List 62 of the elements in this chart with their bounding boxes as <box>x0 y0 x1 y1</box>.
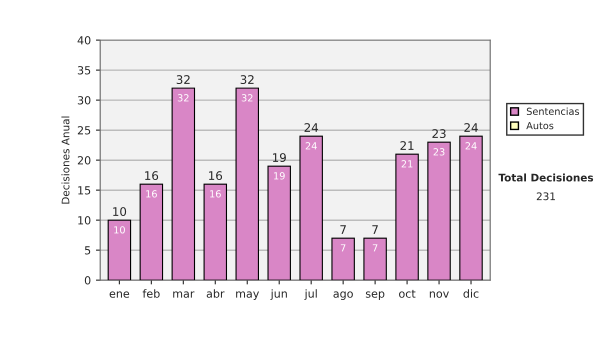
data-label: 21 <box>402 160 412 168</box>
total-label: 16 <box>145 171 158 180</box>
data-label: 16 <box>146 190 157 198</box>
x-tick-label: ago <box>333 291 353 300</box>
x-tick-label: abr <box>206 289 224 298</box>
data-label: 23 <box>434 148 444 156</box>
y-tick-label: 15 <box>78 186 90 195</box>
bar <box>363 238 387 280</box>
x-tick-label: sep <box>366 291 384 300</box>
bar <box>459 136 483 280</box>
bar <box>395 154 419 280</box>
total-label: 19 <box>273 153 286 162</box>
legend-label: Sentencias <box>526 107 580 116</box>
total-label: 24 <box>464 123 478 132</box>
data-label: 10 <box>114 226 125 234</box>
total-label: 10 <box>113 207 126 216</box>
legend-label: Autos <box>526 122 554 130</box>
total-label: 7 <box>372 225 378 234</box>
x-tick-label: nov <box>430 291 449 298</box>
y-tick-label: 0 <box>84 276 90 285</box>
data-label: 32 <box>242 94 252 102</box>
bar <box>299 136 323 280</box>
x-tick-label: jun <box>270 289 287 300</box>
total-label: 32 <box>240 75 254 84</box>
y-tick-label: 20 <box>78 156 90 165</box>
y-tick-label: 10 <box>78 216 90 225</box>
total-label: 23 <box>432 129 446 138</box>
data-label: 19 <box>274 172 285 180</box>
text: Total Decisiones <box>498 173 594 182</box>
x-tick-label: dic <box>464 289 478 298</box>
y-tick-label: 30 <box>78 96 90 105</box>
bar <box>108 220 132 280</box>
y-tick-label: 40 <box>78 36 90 44</box>
total-label: 21 <box>400 141 414 150</box>
x-tick-label: oct <box>399 290 416 298</box>
total-label: 16 <box>209 171 222 180</box>
total-label: 7 <box>340 225 346 234</box>
bar <box>331 238 355 280</box>
total-label: 24 <box>304 123 318 132</box>
data-label: 16 <box>210 190 221 198</box>
data-label: 24 <box>306 142 317 150</box>
data-label: 7 <box>340 244 346 252</box>
data-label: 7 <box>372 244 378 252</box>
y-axis-title: Decisiones Anual <box>61 116 70 204</box>
x-tick-label: may <box>236 291 260 300</box>
y-tick-label: 35 <box>78 66 90 75</box>
bar <box>172 88 196 280</box>
bar <box>236 88 259 280</box>
data-label: 24 <box>466 142 477 150</box>
bar <box>140 184 164 280</box>
total-label: 32 <box>176 75 190 84</box>
x-tick-label: ene <box>110 291 130 298</box>
x-tick-label: feb <box>142 289 160 298</box>
x-tick-label: jul <box>304 289 317 300</box>
data-label: 32 <box>178 94 189 102</box>
x-tick-label: mar <box>173 291 194 298</box>
bar <box>427 142 451 280</box>
y-tick-label: 5 <box>84 246 90 255</box>
text: 231 <box>536 192 555 200</box>
y-tick-label: 25 <box>78 126 90 135</box>
bar <box>204 184 228 280</box>
bar <box>267 166 291 280</box>
